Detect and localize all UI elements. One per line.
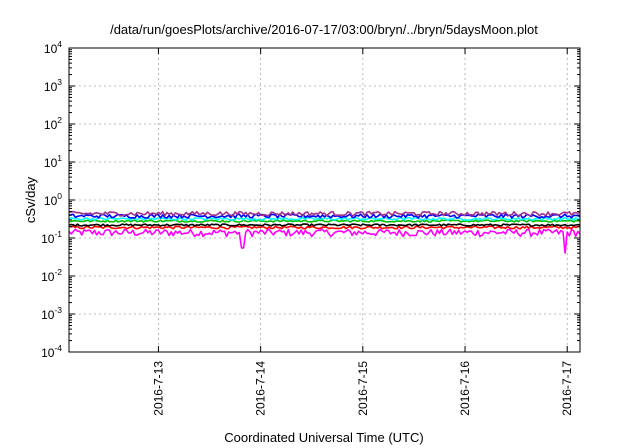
x-tick-label: 2016-7-14 <box>254 361 268 416</box>
x-tick-label: 2016-7-15 <box>356 361 370 416</box>
y-tick-label: 10-3 <box>41 305 62 322</box>
x-tick-label: 2016-7-17 <box>560 361 574 416</box>
x-tick-label: 2016-7-13 <box>151 361 165 416</box>
series-line <box>68 228 581 254</box>
y-tick-label: 101 <box>44 153 62 170</box>
grid <box>69 48 580 352</box>
y-tick-label: 10-1 <box>41 229 62 246</box>
y-axis-label: cSv/day <box>23 176 38 223</box>
y-tick-label: 10-4 <box>41 343 62 360</box>
chart-title: /data/run/goesPlots/archive/2016-07-17/0… <box>110 22 538 37</box>
series-line <box>68 216 581 221</box>
series-line <box>68 219 581 223</box>
y-tick-label: 10-2 <box>41 267 62 284</box>
series-line <box>68 225 580 230</box>
x-axis-label: Coordinated Universal Time (UTC) <box>224 430 423 445</box>
series-line <box>68 210 581 217</box>
series-lines <box>68 210 581 254</box>
y-axis: 10-4 10-3 10-2 10-1 100 101 102 103 104 <box>41 39 580 360</box>
y-tick-label: 103 <box>44 77 62 94</box>
series-line <box>68 223 581 227</box>
y-tick-label: 102 <box>44 115 62 132</box>
x-axis: 2016-7-13 2016-7-14 2016-7-15 2016-7-16 2016… <box>151 48 574 416</box>
y-tick-label: 104 <box>44 39 62 56</box>
series-line <box>68 213 581 219</box>
y-tick-label: 100 <box>44 191 62 208</box>
x-tick-label: 2016-7-16 <box>458 361 472 416</box>
